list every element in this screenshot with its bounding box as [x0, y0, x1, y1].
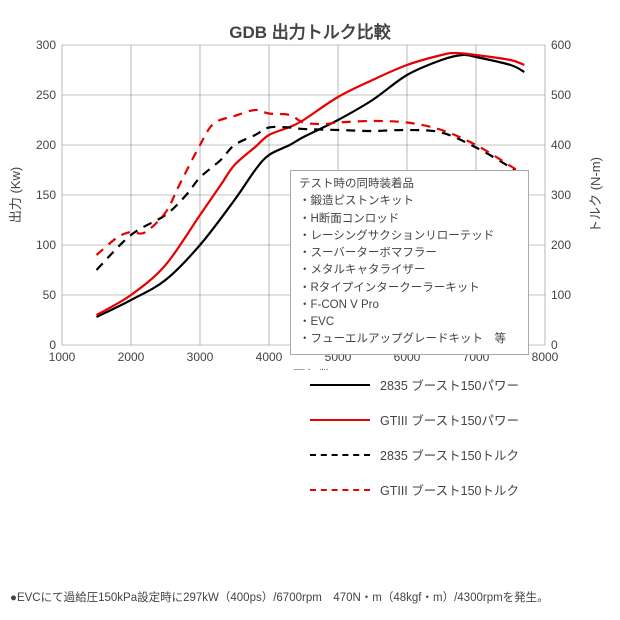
- legend-label: GTIII ブースト150トルク: [380, 480, 519, 499]
- legend-swatch: [310, 384, 370, 386]
- legend-label: 2835 ブースト150パワー: [380, 375, 519, 394]
- svg-text:100: 100: [36, 238, 56, 252]
- svg-text:0: 0: [49, 338, 56, 352]
- info-box: テスト時の同時装着品・鍛造ピストンキット・H断面コンロッド・レーシングサクション…: [290, 170, 529, 355]
- infobox-item: ・メタルキャタライザー: [299, 262, 506, 279]
- svg-text:100: 100: [551, 288, 571, 302]
- legend-item: 2835 ブースト150トルク: [310, 445, 519, 464]
- legend-swatch: [310, 454, 370, 456]
- svg-text:エンジン回転数 (rpm): エンジン回転数 (rpm): [241, 368, 367, 370]
- svg-text:300: 300: [36, 38, 56, 52]
- infobox-item: ・レーシングサクションリローテッド: [299, 228, 506, 245]
- legend-label: 2835 ブースト150トルク: [380, 445, 519, 464]
- svg-text:4000: 4000: [256, 350, 283, 364]
- infobox-item: ・F-CON V Pro: [299, 297, 506, 314]
- legend: 2835 ブースト150パワー GTIII ブースト150パワー 2835 ブースト…: [310, 375, 519, 515]
- legend-item: 2835 ブースト150パワー: [310, 375, 519, 394]
- infobox-item: ・H断面コンロッド: [299, 211, 506, 228]
- footnote: ●EVCにて過給圧150kPa設定時に297kW（400ps）/6700rpm …: [10, 589, 610, 605]
- svg-text:600: 600: [551, 38, 571, 52]
- svg-text:トルク (N-m): トルク (N-m): [588, 157, 603, 233]
- infobox-item: ・鍛造ピストンキット: [299, 193, 506, 210]
- svg-text:3000: 3000: [187, 350, 214, 364]
- svg-text:1000: 1000: [49, 350, 76, 364]
- legend-label: GTIII ブースト150パワー: [380, 410, 519, 429]
- infobox-item: ・Rタイプインタークーラーキット: [299, 280, 506, 297]
- svg-text:0: 0: [551, 338, 558, 352]
- svg-text:150: 150: [36, 188, 56, 202]
- svg-text:200: 200: [36, 138, 56, 152]
- svg-text:出力 (Kw): 出力 (Kw): [8, 167, 23, 223]
- legend-swatch: [310, 419, 370, 421]
- svg-text:250: 250: [36, 88, 56, 102]
- legend-swatch: [310, 489, 370, 491]
- infobox-title: テスト時の同時装着品: [299, 176, 506, 193]
- svg-text:200: 200: [551, 238, 571, 252]
- infobox-item: ・スーバーターボマフラー: [299, 245, 506, 262]
- infobox-item: ・EVC: [299, 314, 506, 331]
- svg-text:2000: 2000: [118, 350, 145, 364]
- svg-text:400: 400: [551, 138, 571, 152]
- svg-text:50: 50: [43, 288, 57, 302]
- svg-text:8000: 8000: [532, 350, 559, 364]
- legend-item: GTIII ブースト150トルク: [310, 480, 519, 499]
- svg-text:300: 300: [551, 188, 571, 202]
- legend-item: GTIII ブースト150パワー: [310, 410, 519, 429]
- svg-text:500: 500: [551, 88, 571, 102]
- infobox-item: ・フューエルアップグレードキット 等: [299, 331, 506, 348]
